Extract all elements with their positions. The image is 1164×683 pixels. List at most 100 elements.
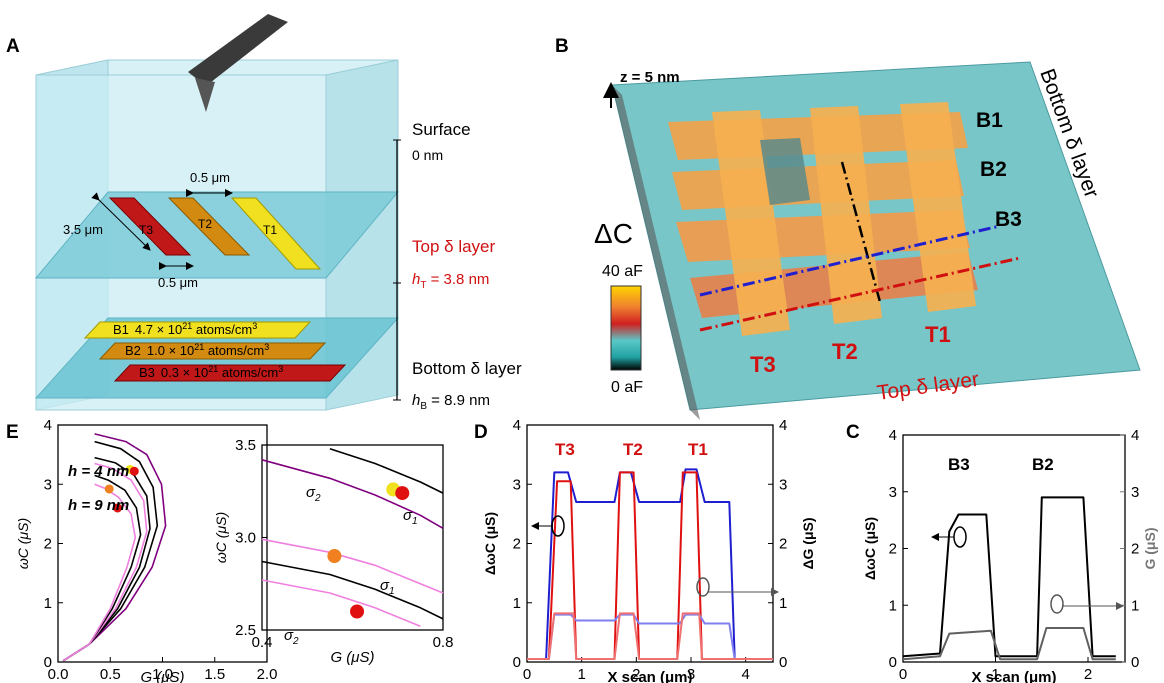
series-line-0 (62, 433, 167, 662)
y2-tick-label: 2 (779, 536, 787, 553)
plot-frame (526, 424, 774, 663)
y-tick-label: 3 (44, 476, 52, 493)
h-top-label: hT = 3.8 nm (412, 271, 489, 291)
series-line-1 (62, 440, 159, 662)
scan-line-vertical (840, 161, 882, 303)
series-line-0 (527, 468, 773, 660)
panel-b: B z = 5 nm B1 B2 B3 T3 T2 T1 Bottom δ la… (555, 36, 1141, 420)
cantilever (188, 14, 288, 86)
y-tick-label: 3.5 (235, 437, 256, 454)
y2-tick-label: 0 (1131, 654, 1139, 671)
x-tick-label: 2 (632, 666, 640, 683)
x-tick-label: 0.0 (48, 666, 69, 683)
col-t2 (810, 106, 882, 324)
y-axis-label: ΔωC (μS) (482, 512, 498, 575)
x-tick-label: 2 (1084, 666, 1092, 683)
c-right-axis-marker (1050, 594, 1064, 614)
y-tick-label: 4 (513, 417, 521, 434)
y-tick-label: 4 (889, 427, 897, 444)
h9-label: h = 9 nm (68, 497, 129, 514)
panel-c: C 0 1 20 01 12 23 34 4X scan (μm)ΔωC (μS) G (μS)… (846, 422, 1158, 683)
col-label-t1: T1 (925, 322, 951, 347)
panel-label-b: B (555, 36, 569, 57)
y-tick-label: 1 (513, 595, 521, 612)
y-tick-label: 2 (889, 541, 897, 558)
right-axis-marker (696, 577, 710, 597)
panel-a: A T3 T2 T1 0.5 μm 0.5 μm 3.5 μm (6, 14, 522, 412)
series-line-1 (329, 447, 444, 494)
strip-b2 (98, 342, 327, 360)
strip-label-t3: T3 (139, 223, 153, 237)
series-line-1 (527, 471, 773, 660)
chart-e-inset: 0.4 0.8 2.5 3.0 3.5 G (μS) ωC (μS) (213, 437, 453, 666)
y2-tick-label: 3 (779, 476, 787, 493)
surface-label: Surface (412, 120, 471, 139)
peak-label-b3: B3 (948, 455, 970, 474)
y-tick-label: 0 (889, 654, 897, 671)
y2-axis-label: ΔG (μS) (800, 517, 816, 569)
x-tick-label: 1.0 (152, 666, 173, 683)
series-line-3 (261, 560, 444, 620)
y2-tick-label: 1 (1131, 597, 1139, 614)
y-tick-label: 1 (889, 597, 897, 614)
x-tick-label: 4 (741, 666, 749, 683)
row-label-b2: B2 (980, 158, 1007, 181)
y-tick-label: 1 (44, 595, 52, 612)
x-axis-label: X scan (μm) (971, 669, 1056, 683)
bottom-strip-b2-label: B2 1.0 × 1021 atoms/cm3 (125, 342, 269, 358)
peak-label-t3: T3 (555, 440, 575, 459)
series-line-0 (261, 459, 444, 529)
sigma-2-bottom: σ2 (284, 627, 299, 647)
series-line-3 (527, 612, 773, 660)
y2-tick-label: 2 (1131, 541, 1139, 558)
bottom-strips: B1 4.7 × 1021 atoms/cm3 B2 1.0 × 1021 atom… (83, 321, 347, 382)
data-marker-1 (129, 466, 139, 476)
x-axis-label: X scan (μm) (607, 669, 692, 683)
surface-depth: 0 nm (412, 147, 443, 163)
sigma-1-bottom: σ1 (380, 577, 395, 597)
y-tick-label: 2.5 (235, 622, 256, 639)
x-tick-label: 1 (991, 666, 999, 683)
x-tick-label: 0 (899, 666, 907, 683)
h4-label: h = 4 nm (68, 463, 129, 480)
x-tick-label: 3 (687, 666, 695, 683)
y-tick-label: 0 (513, 654, 521, 671)
x-tick-label: 1.5 (204, 666, 225, 683)
y-axis-label: ωC (μS) (15, 518, 31, 569)
dim-width-bottom: 0.5 μm (158, 275, 198, 290)
series-line-1 (902, 627, 1116, 661)
c-left-axis-marker (953, 526, 967, 548)
scan-line-blue (699, 224, 1001, 297)
strip-b3 (113, 364, 347, 382)
series-line-3 (62, 462, 148, 662)
y-axis-label: ωC (μS) (213, 512, 229, 563)
panel-label-c: C (846, 422, 860, 443)
x-tick-label: 2.0 (257, 666, 278, 683)
sigma-2-top: σ2 (306, 484, 321, 504)
col-t1 (900, 102, 976, 312)
top-layer-label: Top δ layer (412, 237, 496, 256)
panel-label-d: D (474, 422, 488, 443)
h-bottom-label: hB = 8.9 nm (412, 392, 490, 412)
y-tick-label: 4 (44, 417, 52, 434)
x-tick-label: 0.8 (433, 634, 454, 651)
data-marker-3 (113, 503, 123, 513)
y2-tick-label: 3 (1131, 484, 1139, 501)
strip-b1 (83, 321, 312, 339)
delta-c-label: ΔC (594, 218, 633, 249)
y2-tick-label: 0 (779, 654, 787, 671)
y-tick-label: 3 (513, 476, 521, 493)
x-tick-label: 0.5 (100, 666, 121, 683)
x-tick-label: 0.4 (252, 634, 273, 651)
plot-frame (261, 444, 444, 631)
col-label-t3: T3 (750, 352, 776, 377)
y-tick-label: 2 (44, 536, 52, 553)
dim-width-top: 0.5 μm (190, 170, 230, 185)
strip-t2 (167, 197, 251, 256)
data-marker-1 (395, 486, 410, 501)
strip-label-t2: T2 (198, 217, 212, 231)
left-axis-marker (551, 515, 565, 537)
col-label-t2: T2 (832, 339, 858, 364)
series-line-2 (527, 613, 773, 660)
